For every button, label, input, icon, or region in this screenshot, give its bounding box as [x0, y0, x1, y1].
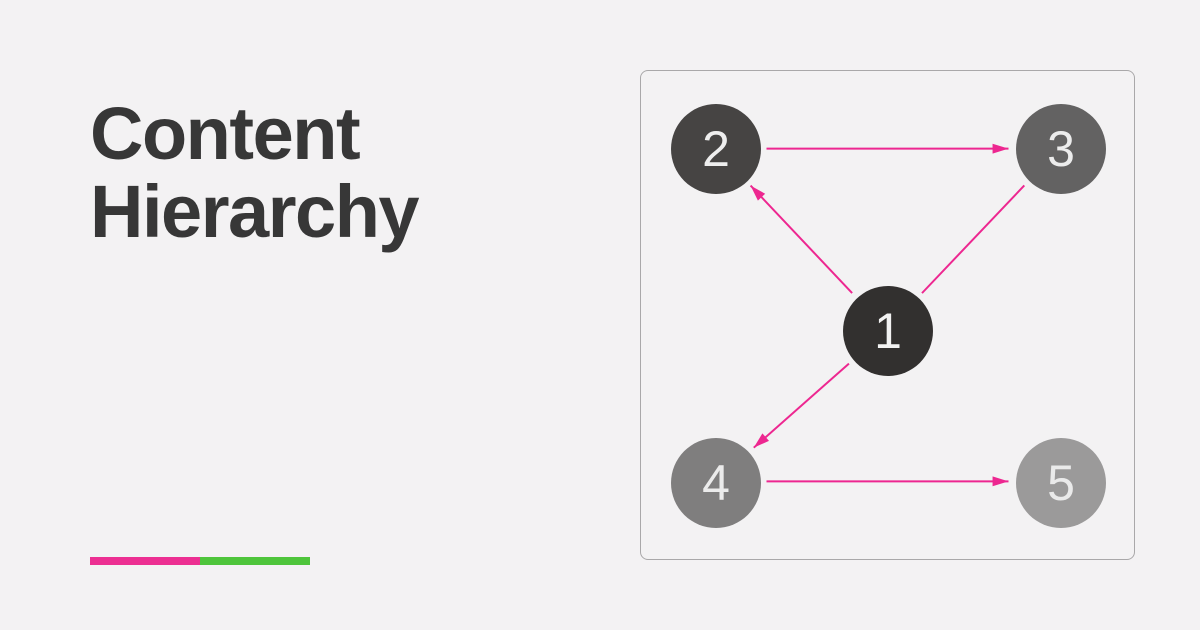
diagram-node-4: 4	[671, 438, 761, 528]
diagram-node-2: 2	[671, 104, 761, 194]
accent-bar	[90, 557, 310, 565]
edge-1-4	[754, 364, 849, 448]
page: Content Hierarchy 1 2 3 4 5	[0, 0, 1200, 630]
title-line-2: Hierarchy	[90, 170, 418, 253]
accent-segment	[200, 557, 310, 565]
arrowhead-4-5	[993, 476, 1009, 486]
accent-segment	[90, 557, 200, 565]
left-panel: Content Hierarchy	[0, 0, 640, 630]
arrowhead-2-3	[993, 144, 1009, 154]
edge-3-1	[922, 185, 1024, 293]
page-title: Content Hierarchy	[90, 95, 640, 252]
diagram-node-5: 5	[1016, 438, 1106, 528]
diagram-node-3: 3	[1016, 104, 1106, 194]
diagram-node-1: 1	[843, 286, 933, 376]
diagram-frame: 1 2 3 4 5	[640, 70, 1135, 560]
edge-1-2	[751, 186, 853, 293]
right-panel: 1 2 3 4 5	[640, 0, 1200, 630]
arrowhead-1-2	[751, 186, 766, 201]
title-line-1: Content	[90, 92, 359, 175]
arrowhead-1-4	[754, 433, 769, 447]
